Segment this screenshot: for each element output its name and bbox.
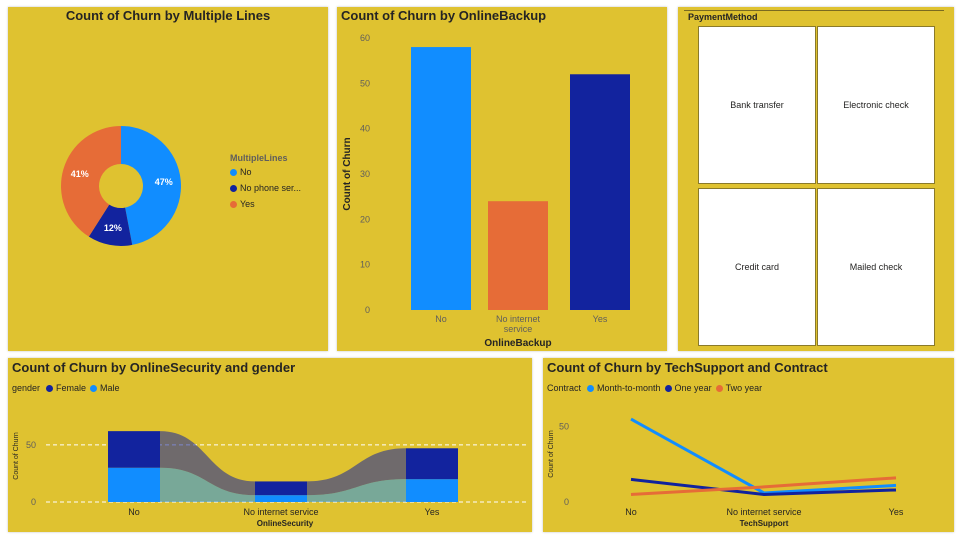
legend-item-yes[interactable]: Yes [230, 199, 301, 209]
payment-method-title: PaymentMethod [688, 12, 758, 22]
tech-support-legend: Contract Month-to-month One year Two yea… [547, 383, 762, 393]
legend-dot-one-year [664, 384, 672, 392]
legend-title: gender [12, 383, 41, 393]
y-tick-label: 50 [26, 440, 36, 450]
multiple-lines-legend: MultipleLines No No phone ser... Yes [230, 153, 301, 209]
online-security-legend: gender Female Male [12, 383, 120, 393]
legend-dot-yes [230, 200, 237, 208]
online-backup-title: Count of Churn by OnlineBackup [341, 8, 547, 23]
line-two-year[interactable] [630, 476, 897, 496]
bar-no[interactable] [411, 47, 471, 311]
legend-label-male[interactable]: Male [100, 383, 120, 393]
donut-slice-no-phone-ser[interactable] [88, 204, 133, 247]
legend-dot-male [90, 384, 98, 392]
ribbon-male [307, 479, 406, 502]
bar-male-no[interactable] [108, 467, 160, 502]
legend-dot-no [230, 168, 237, 176]
bar-no-internet-service[interactable] [488, 201, 548, 310]
legend-label-one-year[interactable]: One year [674, 383, 712, 393]
bar-male-yes[interactable] [406, 479, 458, 502]
x-tick-label: No [128, 507, 140, 517]
y-tick-label: 0 [31, 497, 36, 507]
legend-title: Contract [547, 383, 582, 393]
x-tick-label: No internet service [243, 507, 318, 517]
tech-support-title: Count of Churn by TechSupport and Contra… [547, 360, 828, 375]
y-tick-label: 0 [564, 497, 569, 507]
bar-female-yes[interactable] [406, 448, 458, 480]
x-tick-label: Yes [593, 314, 608, 324]
bar-female-no-internet-service[interactable] [255, 481, 307, 496]
x-axis-title: OnlineSecurity [257, 519, 314, 528]
y-tick-label: 50 [559, 422, 569, 432]
y-tick-label: 0 [365, 305, 370, 315]
online-security-panel: Count of Churn by OnlineSecurity and gen… [8, 358, 532, 532]
y-axis-title: Count of Churn [548, 430, 555, 478]
ribbon-female [160, 431, 255, 496]
x-tick-label: No internet service [726, 507, 801, 517]
slicer-header-line [684, 10, 944, 11]
x-tick-label: No [625, 507, 637, 517]
tech-support-panel: Count of Churn by TechSupport and Contra… [543, 358, 954, 532]
donut-label-no-phone-ser: 12% [104, 223, 122, 233]
line-one-year[interactable] [630, 477, 897, 496]
tile-mailed-check[interactable]: Mailed check [817, 188, 935, 346]
legend-label: No phone ser... [240, 183, 302, 193]
donut-label-no: 47% [155, 177, 173, 187]
tile-credit-card[interactable]: Credit card [698, 188, 816, 346]
bar-yes[interactable] [570, 74, 630, 311]
multiple-lines-title: Count of Churn by Multiple Lines [65, 8, 271, 23]
donut-slice-no[interactable] [121, 125, 182, 245]
legend-label-female[interactable]: Female [56, 383, 87, 393]
tech-support-chart[interactable]: 0 50 No No internet service Yes TechSupport Co… [543, 358, 954, 532]
x-tick-label: Yes [425, 507, 440, 517]
y-tick-label: 40 [360, 124, 370, 134]
y-tick-label: 60 [360, 33, 370, 43]
x-tick-label: No [435, 314, 447, 324]
multiple-lines-donut[interactable]: 47% 12% 41% [8, 7, 328, 351]
tile-bank-transfer[interactable]: Bank transfer [698, 26, 816, 184]
y-tick-label: 50 [360, 78, 370, 88]
y-axis-title: Count of Churn [13, 432, 20, 480]
x-tick-label: Yes [889, 507, 904, 517]
legend-label: Yes [240, 199, 255, 209]
legend-dot-two-year [715, 384, 723, 392]
ribbon-male [160, 467, 255, 502]
tile-electronic-check[interactable]: Electronic check [817, 26, 935, 184]
legend-title: MultipleLines [230, 153, 288, 163]
bar-female-no[interactable] [108, 431, 160, 468]
legend-dot-no-phone [230, 184, 237, 192]
legend-dot-female [46, 384, 54, 392]
y-axis-title: Count of Churn [342, 137, 353, 210]
online-security-title: Count of Churn by OnlineSecurity and gen… [12, 360, 296, 375]
y-tick-label: 20 [360, 214, 370, 224]
payment-method-panel: PaymentMethod Bank transfer Electronic c… [678, 7, 954, 351]
online-security-chart[interactable]: 0 50 No No internet service Yes OnlineSecurit… [8, 358, 532, 532]
x-tick-label: service [504, 324, 533, 334]
donut-slice-yes[interactable] [61, 126, 121, 237]
x-tick-label: No internet [496, 314, 541, 324]
ribbon-female [307, 448, 406, 496]
y-tick-label: 30 [360, 169, 370, 179]
multiple-lines-panel: Count of Churn by Multiple Lines 47% 12% 4… [8, 7, 328, 351]
x-axis-title: TechSupport [740, 519, 789, 528]
donut-label-yes: 41% [71, 169, 89, 179]
y-tick-label: 10 [360, 260, 370, 270]
legend-label-two-year[interactable]: Two year [725, 383, 763, 393]
legend-label: No [240, 167, 252, 177]
x-axis-title: OnlineBackup [484, 338, 551, 349]
bar-male-no-internet-service[interactable] [255, 495, 307, 502]
legend-item-no[interactable]: No [230, 167, 301, 177]
online-backup-panel: Count of Churn by OnlineBackup 0 10 20 30 40… [337, 7, 667, 351]
legend-dot-month-to-month [587, 384, 595, 392]
legend-item-no-phone[interactable]: No phone ser... [230, 183, 301, 193]
legend-label-month-to-month[interactable]: Month-to-month [597, 383, 661, 393]
